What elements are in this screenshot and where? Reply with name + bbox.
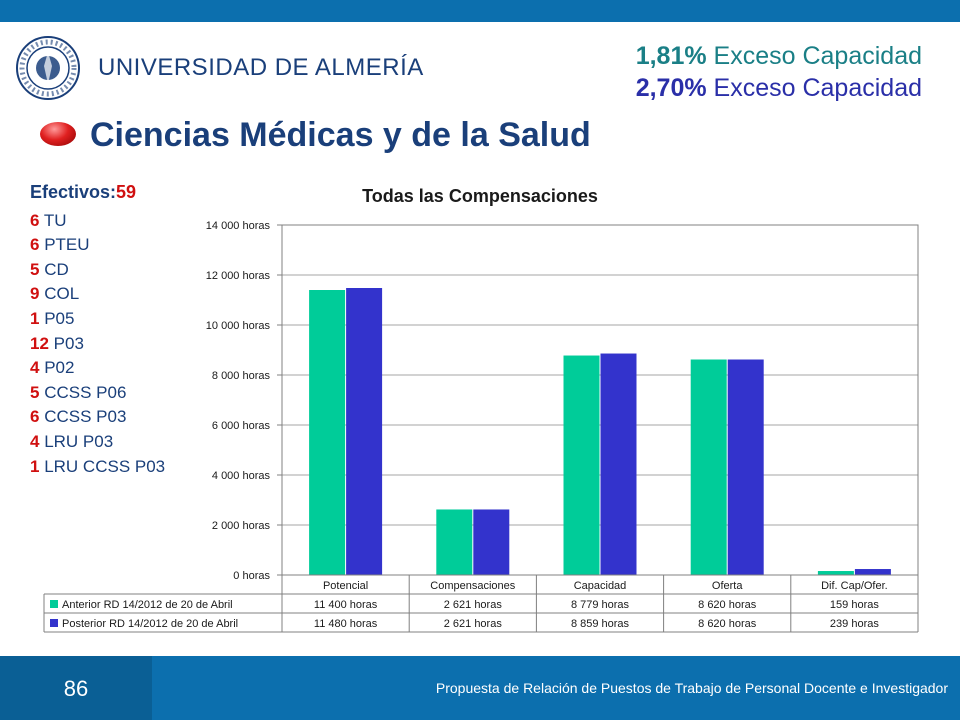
- bar: [817, 571, 854, 575]
- bar: [473, 509, 510, 575]
- bar: [563, 355, 600, 575]
- efectivos-item: 5 CD: [30, 258, 180, 283]
- y-tick-label: 6 000 horas: [212, 420, 271, 432]
- x-category-label: Potencial: [323, 580, 368, 592]
- excess-line-2: 2,70% Exceso Capacidad: [636, 72, 922, 104]
- efectivos-item-count: 1: [30, 308, 40, 328]
- excess-line-1: 1,81% Exceso Capacidad: [636, 40, 922, 72]
- x-category-label: Oferta: [712, 580, 743, 592]
- efectivos-item: 6 PTEU: [30, 233, 180, 258]
- efectivos-item-count: 6: [30, 235, 40, 255]
- data-label: 8 859 horas: [571, 618, 630, 630]
- x-category-label: Dif. Cap/Ofer.: [821, 580, 888, 592]
- efectivos-item: 4 LRU P03: [30, 430, 180, 455]
- data-label: 2 621 horas: [444, 599, 503, 611]
- bar: [436, 509, 473, 575]
- chart-title: Todas las Compensaciones: [362, 186, 598, 206]
- page-title: Ciencias Médicas y de la Salud: [90, 116, 591, 154]
- efectivos-list: Efectivos:59 6 TU 6 PTEU 5 CD 9 COL 1 P05 12 …: [30, 180, 180, 479]
- page-number: 86: [0, 656, 152, 720]
- efectivos-item-label: CCSS P03: [39, 407, 127, 427]
- efectivos-item-count: 12: [30, 333, 49, 353]
- efectivos-item-label: CCSS P06: [39, 382, 127, 402]
- efectivos-item: 9 COL: [30, 282, 180, 307]
- data-label: 8 620 horas: [698, 599, 757, 611]
- excess-capacity: 1,81% Exceso Capacidad 2,70% Exceso Capa…: [636, 40, 922, 104]
- footer-text: Propuesta de Relación de Puestos de Trab…: [435, 680, 948, 696]
- excess-pct-2: 2,70%: [635, 74, 707, 102]
- y-tick-label: 4 000 horas: [212, 470, 271, 482]
- legend-swatch: [50, 600, 58, 608]
- bar: [309, 290, 346, 575]
- efectivos-item: 1 P05: [30, 307, 180, 332]
- x-category-label: Compensaciones: [430, 580, 515, 592]
- efectivos-item: 12 P03: [30, 332, 180, 357]
- y-tick-label: 2 000 horas: [212, 520, 271, 532]
- university-logo: UNIVERSIDAD DE ALMERÍA: [14, 32, 423, 106]
- bar: [727, 359, 764, 575]
- legend-label: Posterior RD 14/2012 de 20 de Abril: [62, 618, 238, 630]
- y-tick-label: 0 horas: [233, 570, 270, 582]
- efectivos-item-label: CD: [39, 259, 69, 279]
- legend-swatch: [50, 619, 58, 627]
- top-bar: [0, 0, 960, 22]
- efectivos-label: Efectivos:: [30, 182, 117, 202]
- efectivos-item-label: LRU P03: [39, 431, 114, 451]
- bar: [854, 569, 891, 575]
- data-label: 159 horas: [830, 599, 879, 611]
- efectivos-item-count: 1: [30, 456, 40, 476]
- excess-text-2: Exceso Capacidad: [706, 74, 922, 102]
- efectivos-item-label: P02: [39, 358, 75, 378]
- y-tick-label: 14 000 horas: [206, 220, 271, 232]
- y-tick-label: 10 000 horas: [206, 320, 271, 332]
- data-label: 239 horas: [830, 618, 879, 630]
- efectivos-item: 5 CCSS P06: [30, 381, 180, 406]
- efectivos-item-count: 6: [30, 407, 40, 427]
- excess-pct-1: 1,81%: [635, 42, 707, 70]
- efectivos-item-label: COL: [39, 284, 80, 304]
- red-bullet-icon: [40, 122, 76, 146]
- efectivos-item-count: 9: [30, 284, 40, 304]
- efectivos-total: 59: [116, 182, 137, 202]
- efectivos-item: 4 P02: [30, 356, 180, 381]
- efectivos-item-label: PTEU: [39, 235, 90, 255]
- efectivos-item-count: 6: [30, 210, 40, 230]
- efectivos-item-count: 4: [30, 431, 40, 451]
- efectivos-item-label: P05: [39, 308, 75, 328]
- efectivos-item: 6 CCSS P03: [30, 405, 180, 430]
- efectivos-header: Efectivos:59: [30, 180, 180, 205]
- data-label: 11 400 horas: [314, 599, 378, 611]
- bar: [346, 288, 383, 575]
- legend-label: Anterior RD 14/2012 de 20 de Abril: [62, 599, 233, 611]
- efectivos-item-count: 4: [30, 358, 40, 378]
- efectivos-item-count: 5: [30, 382, 40, 402]
- y-tick-label: 8 000 horas: [212, 370, 271, 382]
- data-label: 8 779 horas: [571, 599, 630, 611]
- efectivos-item-label: LRU CCSS P03: [39, 456, 166, 476]
- bar: [600, 353, 637, 575]
- data-label: 8 620 horas: [698, 618, 757, 630]
- excess-text-1: Exceso Capacidad: [706, 42, 922, 70]
- bar: [690, 359, 727, 575]
- logo-text: UNIVERSIDAD DE ALMERÍA: [98, 54, 424, 81]
- university-seal-icon: [16, 36, 80, 100]
- efectivos-items: 6 TU 6 PTEU 5 CD 9 COL 1 P05 12 P03 4 P02 5 CCS…: [30, 209, 180, 480]
- data-label: 2 621 horas: [444, 618, 503, 630]
- efectivos-item: 6 TU: [30, 209, 180, 234]
- efectivos-item-label: P03: [48, 333, 84, 353]
- footer: 86 Propuesta de Relación de Puestos de T…: [0, 656, 960, 720]
- efectivos-item: 1 LRU CCSS P03: [30, 455, 180, 480]
- data-label: 11 480 horas: [314, 618, 378, 630]
- efectivos-item-label: TU: [39, 210, 67, 230]
- efectivos-item-count: 5: [30, 259, 40, 279]
- x-category-label: Capacidad: [574, 580, 627, 592]
- y-tick-label: 12 000 horas: [206, 270, 271, 282]
